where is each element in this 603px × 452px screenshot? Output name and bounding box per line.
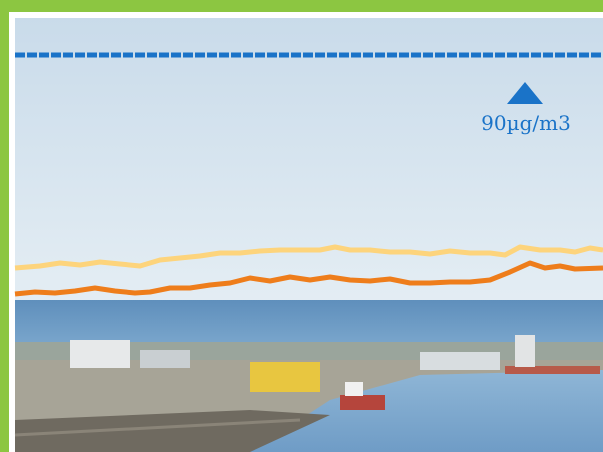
sea (15, 300, 603, 345)
photo (14, 18, 603, 452)
silo (515, 335, 535, 367)
ship (340, 395, 385, 410)
building (420, 352, 500, 370)
limit-marker (507, 82, 543, 104)
ship-cabin (345, 382, 363, 396)
ship (505, 366, 600, 374)
crane-structure (250, 362, 320, 392)
rail (14, 418, 301, 437)
bay (250, 370, 603, 452)
limit-label: 90µg/m3 (481, 111, 571, 135)
trend-line-dark (14, 260, 603, 297)
building (140, 350, 190, 368)
trend-line-light (14, 244, 603, 271)
building (70, 340, 130, 368)
rail-yard (15, 410, 330, 452)
